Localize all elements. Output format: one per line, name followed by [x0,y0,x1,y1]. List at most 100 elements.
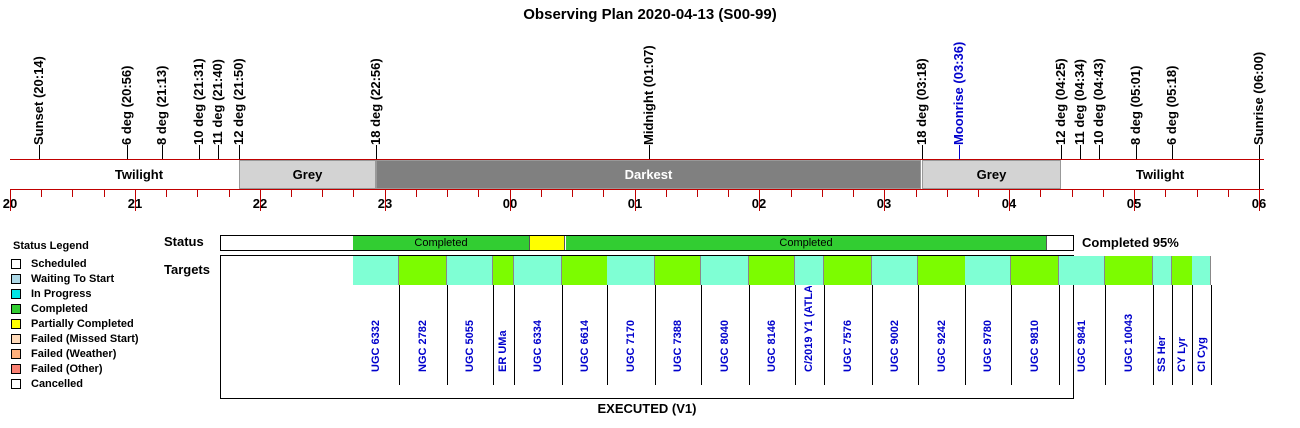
night-band: Twilight [39,160,239,189]
event-tick [162,145,163,159]
night-band-track [10,159,1264,160]
event-tick [239,145,240,159]
hour-axis-tick [697,189,698,197]
target-name[interactable]: UGC 8146 [766,320,778,372]
target-block[interactable] [749,256,795,285]
target-name[interactable]: UGC 5055 [464,320,476,372]
hour-axis-tick [1072,189,1073,197]
target-name[interactable]: CI Cyg [1196,337,1208,372]
target-block[interactable] [1105,256,1153,285]
hour-axis-tick [541,189,542,197]
target-divider [1211,285,1212,385]
night-band: Grey [922,160,1061,189]
target-divider [493,285,494,385]
event-marker: Sunrise (06:00) [1251,52,1266,145]
status-segment: Completed [353,236,530,250]
target-name[interactable]: CY Lyr [1176,337,1188,372]
hour-axis-tick [884,189,885,211]
legend-item: Failed (Weather) [11,347,116,361]
event-label: 6 deg (20:56) [118,65,134,145]
hour-axis-tick [666,189,667,197]
target-name[interactable]: C/2019 Y1 (ATLAS) [803,286,815,372]
target-name[interactable]: UGC 6332 [370,320,382,372]
event-tick [649,145,650,159]
target-block[interactable] [514,256,562,285]
hour-axis-tick [135,189,136,211]
target-name[interactable]: UGC 6334 [532,320,544,372]
target-name[interactable]: UGC 9242 [936,320,948,372]
event-marker: 11 deg (21:40) [210,59,225,145]
target-name[interactable]: UGC 9841 [1076,320,1088,372]
hour-axis-tick [322,189,323,197]
target-block[interactable] [918,256,966,285]
target-name[interactable]: UGC 9002 [889,320,901,372]
legend-label: In Progress [31,288,92,300]
target-block[interactable] [1172,256,1193,285]
target-name[interactable]: UGC 7388 [672,320,684,372]
target-block[interactable] [1192,256,1211,285]
target-divider [562,285,563,385]
event-marker: 8 deg (05:01) [1128,66,1143,145]
target-block[interactable] [1011,256,1059,285]
target-divider [749,285,750,385]
hour-axis-tick [291,189,292,197]
event-label: 12 deg (21:50) [230,58,246,145]
target-divider [1153,285,1154,385]
legend-item: Waiting To Start [11,272,114,286]
hour-axis-tick [478,189,479,197]
night-band: Twilight [1061,160,1259,189]
legend-item: Cancelled [11,377,83,391]
target-block[interactable] [824,256,872,285]
target-block[interactable] [399,256,447,285]
hour-axis-tick [353,189,354,197]
event-marker: 12 deg (04:25) [1053,58,1068,145]
target-block[interactable] [795,256,824,285]
target-name[interactable]: NGC 2782 [417,320,429,372]
legend-label: Scheduled [31,258,87,270]
hour-axis-tick [635,189,636,211]
hour-axis-tick [1009,189,1010,211]
legend-item: Completed [11,302,88,316]
target-block[interactable] [493,256,514,285]
target-name[interactable]: UGC 7576 [842,320,854,372]
target-block[interactable] [872,256,918,285]
event-marker: Sunset (20:14) [31,56,46,145]
target-divider [399,285,400,385]
target-divider [1192,285,1193,385]
legend-swatch [11,304,21,314]
target-name[interactable]: UGC 10043 [1123,313,1135,372]
target-name[interactable]: UGC 9810 [1029,320,1041,372]
event-label: 10 deg (21:31) [191,58,207,145]
target-block[interactable] [607,256,655,285]
target-block[interactable] [965,256,1011,285]
target-name[interactable]: UGC 6614 [579,320,591,372]
hour-axis-tick [1134,189,1135,211]
target-block[interactable] [447,256,493,285]
event-label: 8 deg (05:01) [1128,65,1144,145]
target-name[interactable]: SS Her [1156,335,1168,372]
target-block[interactable] [701,256,749,285]
event-label: Sunset (20:14) [31,56,47,145]
target-name[interactable]: UGC 8040 [719,320,731,372]
target-name[interactable]: UGC 9780 [982,320,994,372]
target-block[interactable] [562,256,608,285]
target-divider [655,285,656,385]
legend-swatch [11,334,21,344]
target-block[interactable] [1153,256,1172,285]
legend-swatch [11,379,21,389]
target-block[interactable] [353,256,399,285]
event-tick [127,145,128,159]
target-name[interactable]: ER UMa [497,330,509,372]
legend-item: Failed (Other) [11,362,103,376]
hour-axis-tick [416,189,417,197]
hour-axis-tick [853,189,854,197]
event-label: 12 deg (04:25) [1053,58,1069,145]
event-label: Sunrise (06:00) [1251,51,1266,145]
target-name[interactable]: UGC 7170 [625,320,637,372]
event-label: Midnight (01:07) [641,45,657,145]
hour-axis-tick [603,189,604,197]
event-label: 10 deg (04:43) [1090,58,1106,145]
legend-item: Scheduled [11,257,87,271]
target-block[interactable] [1059,256,1105,285]
target-block[interactable] [655,256,701,285]
